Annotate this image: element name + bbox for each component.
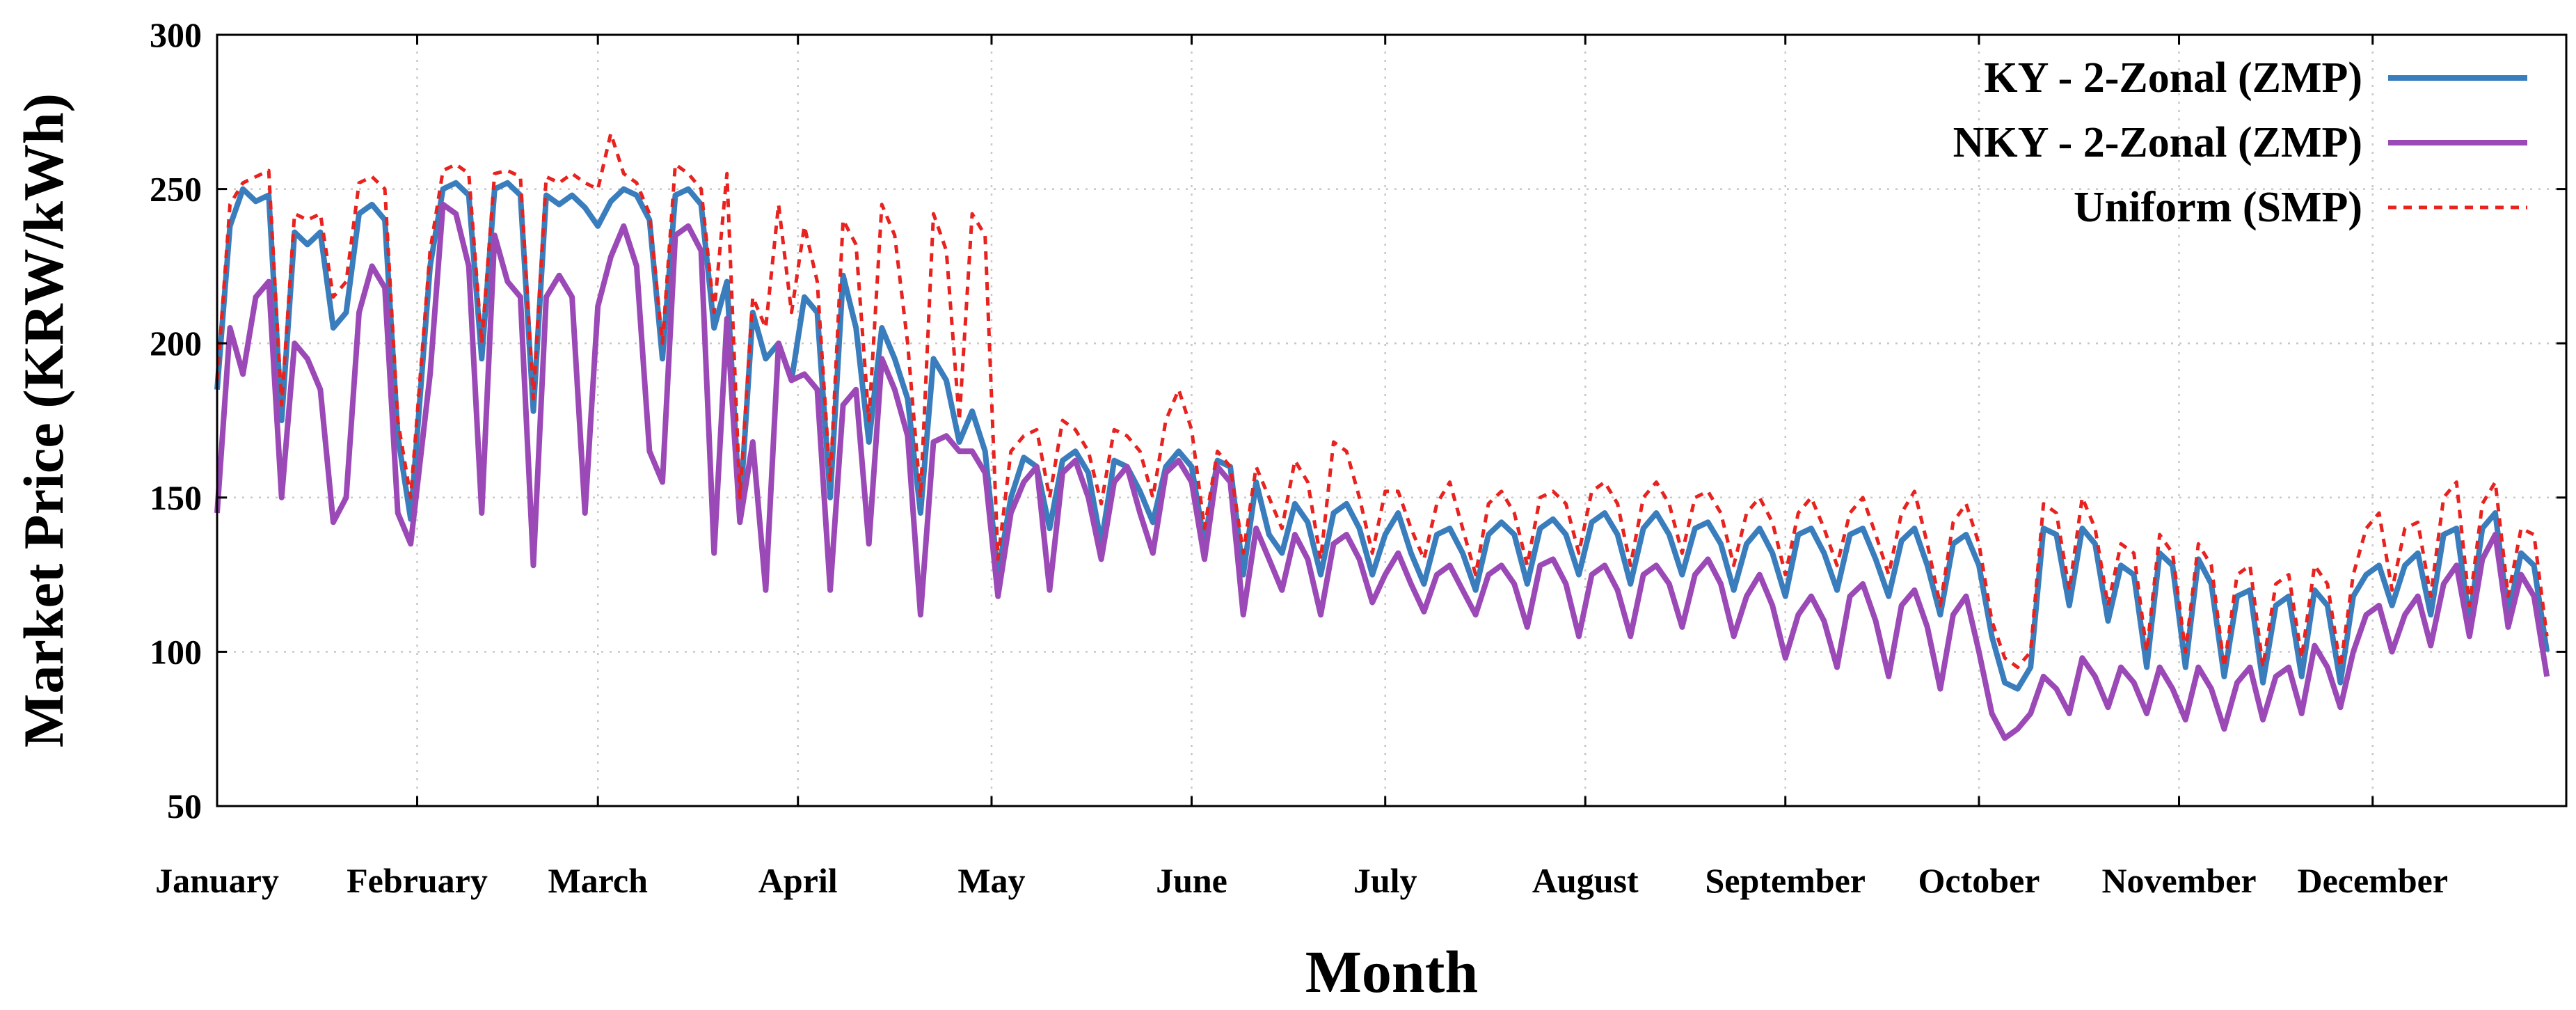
x-tick-label: September bbox=[1706, 861, 1866, 900]
x-tick-label: February bbox=[347, 861, 488, 900]
x-axis-title: Month bbox=[1305, 938, 1478, 1005]
x-tick-label: December bbox=[2297, 861, 2448, 900]
y-tick-label: 50 bbox=[167, 787, 202, 826]
x-tick-label: November bbox=[2101, 861, 2256, 900]
y-tick-label: 200 bbox=[150, 324, 202, 363]
y-tick-label: 300 bbox=[150, 15, 202, 54]
y-tick-label: 100 bbox=[150, 632, 202, 671]
x-tick-label: May bbox=[957, 861, 1025, 900]
x-tick-label: October bbox=[1918, 861, 2040, 900]
y-tick-label: 150 bbox=[150, 478, 202, 517]
x-tick-label: July bbox=[1353, 861, 1417, 900]
x-tick-label: June bbox=[1156, 861, 1227, 900]
x-tick-label: April bbox=[758, 861, 838, 900]
series-line-uniform bbox=[215, 132, 2549, 670]
series-lines bbox=[214, 132, 2550, 741]
legend: KY - 2-Zonal (ZMP) NKY - 2-Zonal (ZMP) Uni… bbox=[1953, 54, 2527, 231]
x-tick-label: March bbox=[548, 861, 648, 900]
legend-label: NKY - 2-Zonal (ZMP) bbox=[1953, 119, 2362, 166]
legend-label: Uniform (SMP) bbox=[2074, 184, 2362, 231]
y-tick-label: 250 bbox=[150, 170, 202, 209]
y-axis-title: Market Price (KRW/kWh) bbox=[12, 93, 75, 748]
axis-ticks: 50 100 150 200 250 300 January February March Apr… bbox=[150, 15, 2566, 900]
plot-frame bbox=[216, 33, 2568, 807]
x-tick-label: January bbox=[155, 861, 279, 900]
x-tick-label: August bbox=[1532, 861, 1639, 900]
series-line-nky bbox=[214, 201, 2550, 741]
legend-label: KY - 2-Zonal (ZMP) bbox=[1984, 54, 2362, 102]
series-line-ky bbox=[214, 180, 2550, 692]
